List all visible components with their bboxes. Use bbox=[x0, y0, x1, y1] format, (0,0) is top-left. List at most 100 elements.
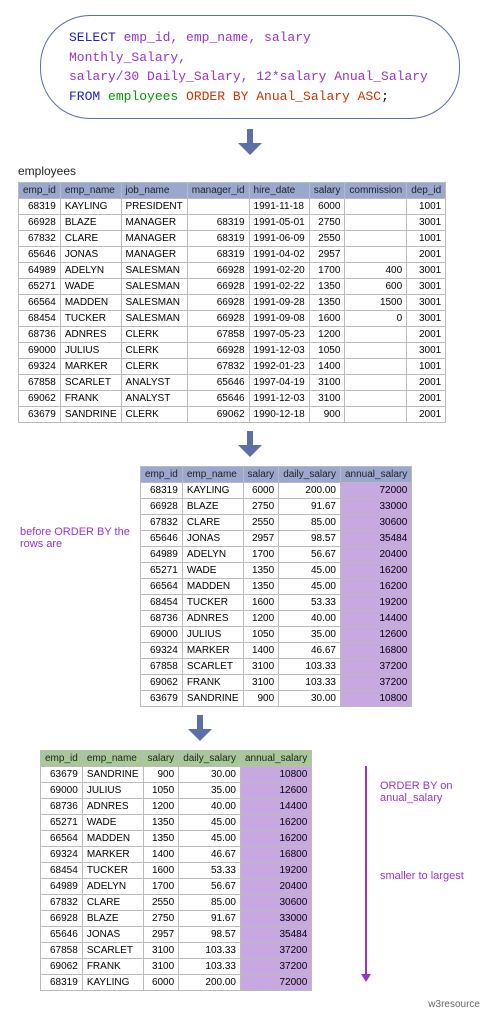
table-cell: 72000 bbox=[241, 975, 312, 991]
table-cell: 103.33 bbox=[179, 943, 241, 959]
table-cell: 1991-04-02 bbox=[249, 247, 309, 263]
table-cell: 66928 bbox=[187, 311, 249, 327]
table-cell: 67858 bbox=[19, 375, 61, 391]
table-cell: 2750 bbox=[243, 499, 279, 515]
table-cell: 65271 bbox=[141, 563, 183, 579]
table-cell: 91.67 bbox=[179, 911, 241, 927]
table-cell: 103.33 bbox=[279, 659, 341, 675]
table-cell: ADNRES bbox=[60, 327, 121, 343]
table-cell: 30600 bbox=[241, 895, 312, 911]
table-cell: 68319 bbox=[41, 975, 83, 991]
footer-credit: w3resource bbox=[10, 999, 480, 1010]
table-cell: 3100 bbox=[309, 391, 345, 407]
table-cell: 67832 bbox=[187, 359, 249, 375]
table-cell: 53.33 bbox=[279, 595, 341, 611]
table-cell: ANALYST bbox=[121, 391, 187, 407]
table-cell: 68319 bbox=[187, 231, 249, 247]
table-cell: 63679 bbox=[41, 767, 83, 783]
table-cell: 69062 bbox=[141, 675, 183, 691]
table-cell: JULIUS bbox=[60, 343, 121, 359]
table-row: 65646JONAS295798.5735484 bbox=[41, 927, 312, 943]
table-cell: 2001 bbox=[407, 391, 446, 407]
table-row: 67858SCARLET3100103.3337200 bbox=[41, 943, 312, 959]
table-cell: 66928 bbox=[19, 215, 61, 231]
table-cell: WADE bbox=[82, 815, 143, 831]
table-cell: 6000 bbox=[143, 975, 179, 991]
table-cell: 400 bbox=[345, 263, 407, 279]
table-row: 69324MARKERCLERK678321992-01-2314001001 bbox=[19, 359, 446, 375]
arrow-down-icon bbox=[10, 431, 490, 462]
table-cell bbox=[345, 391, 407, 407]
table-cell: CLERK bbox=[121, 343, 187, 359]
table-cell: 1600 bbox=[309, 311, 345, 327]
table-row: 65646JONASMANAGER683191991-04-0229572001 bbox=[19, 247, 446, 263]
table-cell: 1400 bbox=[243, 643, 279, 659]
table-cell: FRANK bbox=[82, 959, 143, 975]
table-cell: 1600 bbox=[143, 863, 179, 879]
table-row: 66564MADDEN135045.0016200 bbox=[41, 831, 312, 847]
table-cell: 2957 bbox=[143, 927, 179, 943]
table-cell: 67858 bbox=[41, 943, 83, 959]
table-cell: 69000 bbox=[41, 783, 83, 799]
table-cell: 68736 bbox=[19, 327, 61, 343]
col-header: emp_name bbox=[60, 183, 121, 199]
table-cell: FRANK bbox=[182, 675, 243, 691]
table-row: 66928BLAZE275091.6733000 bbox=[41, 911, 312, 927]
table-cell: 37200 bbox=[241, 959, 312, 975]
table-cell: 65646 bbox=[41, 927, 83, 943]
table-cell bbox=[187, 199, 249, 215]
table-cell: 68736 bbox=[141, 611, 183, 627]
table-cell: 68319 bbox=[187, 215, 249, 231]
table-cell: 16200 bbox=[241, 815, 312, 831]
col-header: emp_id bbox=[41, 751, 83, 767]
table-cell: JULIUS bbox=[82, 783, 143, 799]
table-row: 68454TUCKERSALESMAN669281991-09-08160003… bbox=[19, 311, 446, 327]
table-cell: ADELYN bbox=[82, 879, 143, 895]
col-header: job_name bbox=[121, 183, 187, 199]
table-row: 68319KAYLINGPRESIDENT1991-11-1860001001 bbox=[19, 199, 446, 215]
table-before-wrap: before ORDER BY the rows are emp_idemp_n… bbox=[10, 466, 490, 707]
table-cell: CLERK bbox=[121, 359, 187, 375]
table-cell: 1991-02-20 bbox=[249, 263, 309, 279]
table-cell: 45.00 bbox=[179, 815, 241, 831]
table-cell: 35.00 bbox=[279, 627, 341, 643]
table-cell: MANAGER bbox=[121, 215, 187, 231]
table-cell: 2001 bbox=[407, 247, 446, 263]
table-row: 69324MARKER140046.6716800 bbox=[141, 643, 412, 659]
before-caption: before ORDER BY the rows are bbox=[20, 526, 130, 550]
table-cell: 1991-06-09 bbox=[249, 231, 309, 247]
table-row: 66564MADDEN135045.0016200 bbox=[141, 579, 412, 595]
table-cell: ANALYST bbox=[121, 375, 187, 391]
table-cell: 2550 bbox=[309, 231, 345, 247]
table-cell: 72000 bbox=[341, 483, 412, 499]
table-cell: 1400 bbox=[309, 359, 345, 375]
table-cell bbox=[345, 359, 407, 375]
table-cell: 3001 bbox=[407, 311, 446, 327]
table-cell: 91.67 bbox=[279, 499, 341, 515]
table-cell: 1991-12-03 bbox=[249, 391, 309, 407]
table-cell: PRESIDENT bbox=[121, 199, 187, 215]
col-header: hire_date bbox=[249, 183, 309, 199]
table-row: 63679SANDRINE90030.0010800 bbox=[41, 767, 312, 783]
employees-caption: employees bbox=[18, 164, 490, 178]
table-cell: 64989 bbox=[141, 547, 183, 563]
table-cell: 66928 bbox=[187, 343, 249, 359]
table-row: 67832CLARE255085.0030600 bbox=[41, 895, 312, 911]
col-header: dep_id bbox=[407, 183, 446, 199]
table-row: 69062FRANK3100103.3337200 bbox=[41, 959, 312, 975]
table-cell: TUCKER bbox=[182, 595, 243, 611]
table-cell: 1997-04-19 bbox=[249, 375, 309, 391]
table-cell: 16800 bbox=[341, 643, 412, 659]
table-cell: 68319 bbox=[141, 483, 183, 499]
sql-select-kw: SELECT bbox=[69, 30, 124, 45]
table-cell: 1700 bbox=[243, 547, 279, 563]
table-cell: 3100 bbox=[309, 375, 345, 391]
table-cell: 68319 bbox=[19, 199, 61, 215]
col-header: emp_name bbox=[182, 467, 243, 483]
col-header: daily_salary bbox=[279, 467, 341, 483]
table-cell: 1350 bbox=[243, 579, 279, 595]
table-cell: CLARE bbox=[82, 895, 143, 911]
table-cell: 65646 bbox=[19, 247, 61, 263]
table-cell: 35484 bbox=[241, 927, 312, 943]
table-row: 69000JULIUSCLERK669281991-12-0310503001 bbox=[19, 343, 446, 359]
